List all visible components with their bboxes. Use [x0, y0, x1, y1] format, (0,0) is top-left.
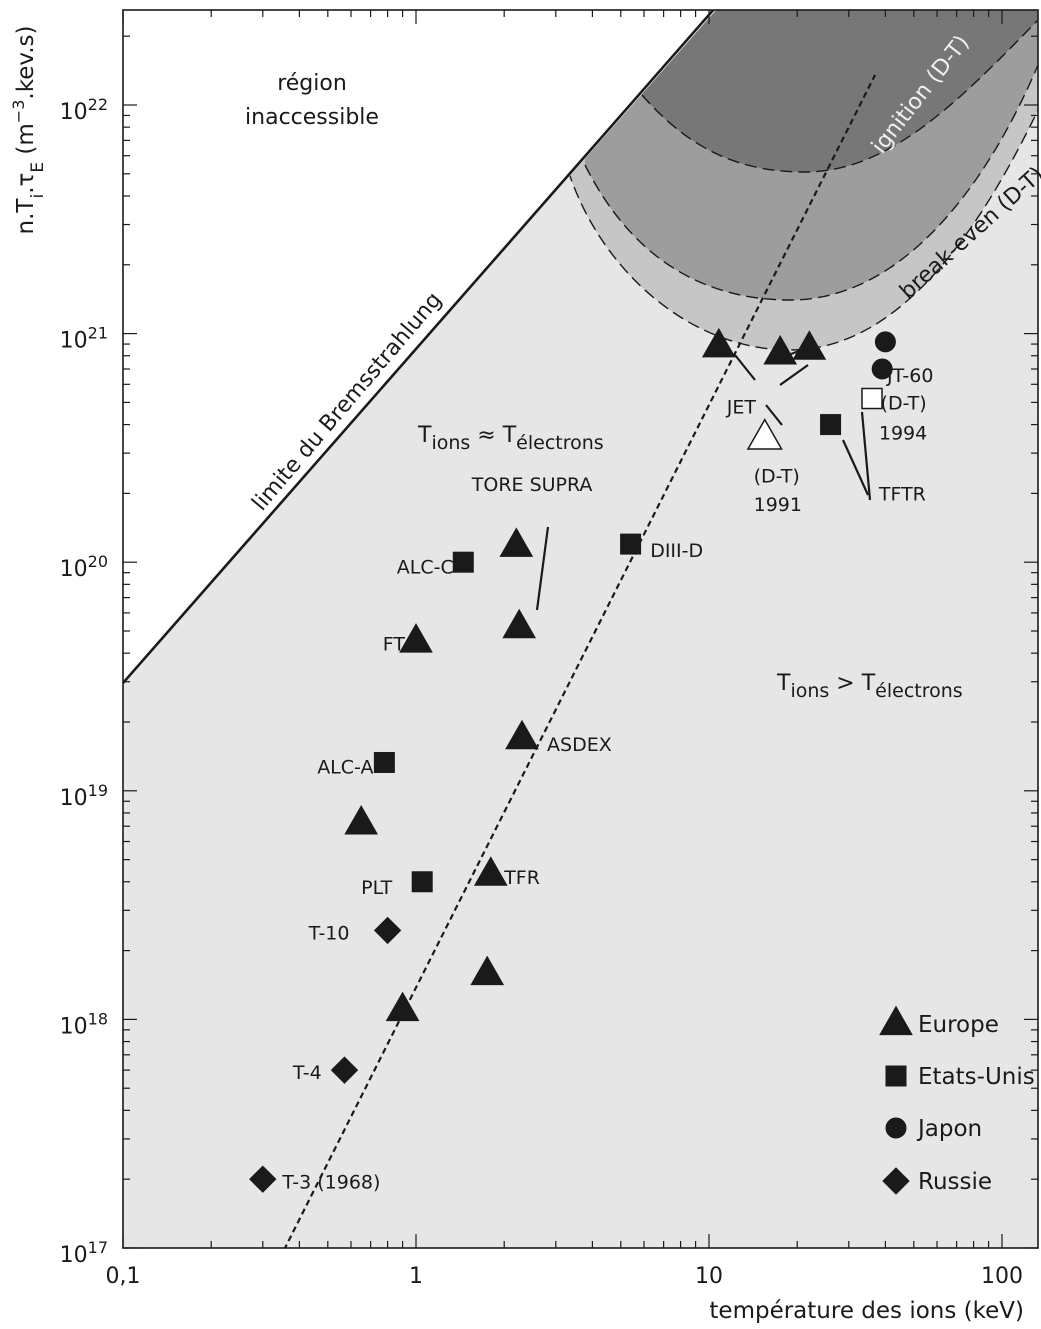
legend: Europe Etats-Unis Japon Russie [879, 1005, 1035, 1195]
point-label-9: DIII-D [650, 540, 703, 562]
marker-open-triangle-1 [746, 418, 783, 450]
break-even-boundary [567, 109, 1038, 351]
legend-label-japon: Japon [916, 1116, 982, 1142]
region-inaccessible-line1: région [277, 71, 347, 96]
point-label-14: PLT [361, 877, 392, 899]
tftr-connector-1 [841, 439, 870, 496]
marker-europe-11 [385, 991, 420, 1022]
marker-europe-5 [502, 608, 537, 639]
point-label-8: TORE SUPRA [471, 474, 593, 496]
point-label-12: ASDEX [547, 734, 612, 756]
y-tick-label: 1018 [60, 1009, 108, 1040]
marker-europe-7 [505, 719, 539, 750]
legend-marker-europe [879, 1005, 913, 1036]
marker-etats-unis-4 [411, 871, 433, 893]
point-label-13: ALC-A [317, 756, 373, 778]
point-label-6: 1994 [879, 422, 927, 444]
marker-japon-1 [874, 331, 896, 353]
marker-japon-2 [871, 358, 893, 380]
marker-europe-4 [499, 527, 534, 557]
y-axis-title: n.Ti.τE (m−3.kev.s) [9, 26, 49, 235]
tftr-connector-2 [860, 411, 872, 501]
marker-russie-3 [249, 1165, 277, 1193]
x-tick-label: 100 [981, 1264, 1023, 1289]
marker-europe-8 [344, 805, 379, 835]
ignition-boundary [641, 19, 1038, 173]
y-tick-label: 1022 [60, 95, 108, 126]
point-label-18: T-3 (1968) [281, 1172, 380, 1194]
y-tick-label: 1020 [60, 552, 108, 583]
legend-marker-japon [885, 1117, 907, 1139]
reference-lines [123, 10, 876, 1248]
marker-etats-unis-5 [820, 414, 842, 436]
data-markers [249, 327, 896, 1193]
point-label-10: ALC-C [397, 556, 454, 578]
point-label-4: JT-60 [886, 365, 934, 387]
marker-europe-10 [470, 955, 505, 986]
equal-temperature-label: Tions ≈ Télectrons [417, 423, 604, 454]
axes: 0,1 1 10 100 1017 1018 1019 1020 1021 1022 tempéra… [9, 10, 1038, 1324]
marker-russie-2 [330, 1056, 359, 1084]
x-axis-title: température des ions (keV) [709, 1298, 1024, 1324]
greater-temperature-label: Tions > Télectrons [776, 671, 963, 702]
point-label-2: (D-T) [754, 465, 800, 487]
jet-connector-4 [765, 404, 783, 426]
marker-russie-1 [373, 916, 402, 945]
point-label-16: T-10 [308, 922, 350, 944]
point-label-3: 1991 [754, 494, 802, 516]
legend-label-etats-unis: Etats-Unis [918, 1064, 1035, 1090]
point-labels: JET (D-T) 1991 JT-60 (D-T) 1994 TFTR TORE SUPRA… [281, 365, 933, 1194]
plot-frame [122, 9, 1039, 1249]
marker-open-square-2 [861, 387, 883, 410]
middle-boundary [584, 64, 1038, 301]
point-label-11: FT [383, 634, 406, 656]
point-label-17: T-4 [292, 1062, 322, 1084]
x-tick-label: 10 [695, 1264, 723, 1289]
marker-europe-1 [701, 327, 736, 358]
legend-marker-russie [882, 1167, 910, 1195]
legend-label-russie: Russie [918, 1169, 992, 1195]
tore-supra-connector [535, 526, 550, 611]
jet-connector-2 [779, 364, 809, 386]
marker-etats-unis-1 [452, 551, 474, 573]
point-label-7: TFTR [878, 483, 926, 505]
jet-connector-1 [734, 354, 756, 381]
bremsstrahlung-limit-line [123, 10, 715, 684]
point-label-15: TFR [503, 867, 540, 889]
marker-europe-6 [399, 623, 433, 653]
y-tick-label: 1019 [60, 780, 108, 811]
region-inaccessible-line2: inaccessible [245, 105, 379, 130]
ignition-region [642, 10, 1038, 172]
marker-etats-unis-3 [373, 751, 395, 773]
point-label-1: JET [726, 396, 757, 418]
y-tick-label: 1021 [60, 323, 108, 354]
marker-europe-3 [792, 330, 827, 360]
plot-border [122, 9, 1039, 1249]
marker-etats-unis-2 [620, 533, 642, 555]
plot-regions [123, 10, 1038, 1248]
x-tick-label: 0,1 [106, 1264, 141, 1289]
y-tick-label: 1017 [60, 1238, 108, 1269]
marker-europe-2 [763, 334, 798, 365]
legend-label-europe: Europe [918, 1012, 999, 1038]
point-label-5: (D-T) [881, 392, 927, 414]
x-tick-label: 1 [409, 1264, 423, 1289]
legend-marker-etats-unis [885, 1065, 907, 1087]
marker-europe-9 [473, 856, 508, 886]
